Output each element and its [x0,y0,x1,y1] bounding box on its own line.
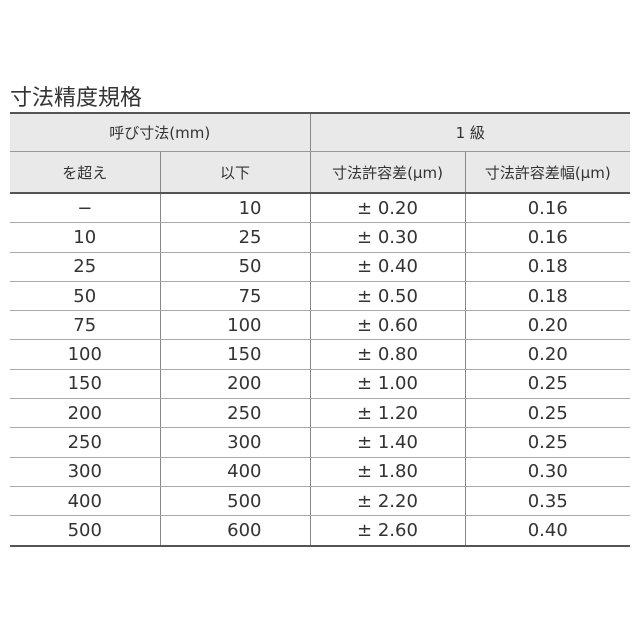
cell-upto: 300 [159,427,310,458]
cell-tolerance-width: 0.40 [464,515,630,547]
table-row: 50 75 ± 0.50 0.18 [10,281,630,312]
cell-upto: 50 [159,252,310,282]
cell-over: − [10,193,160,224]
cell-upto: 200 [159,369,310,400]
cell-tolerance: ± 2.60 [309,515,465,547]
table-row: 200 250 ± 1.20 0.25 [10,398,630,429]
cell-tolerance: ± 0.50 [309,281,465,312]
cell-tolerance-width: 0.25 [464,398,630,429]
cell-upto: 10 [159,193,310,224]
cell-tolerance: ± 2.20 [309,486,465,517]
cell-tolerance: ± 0.30 [309,222,465,253]
header-grade: 1 級 [309,112,630,152]
table-row: −10 ± 0.20 0.16 [10,193,630,224]
cell-over: 300 [10,457,160,487]
header-tolerance: 寸法許容差(μm) [309,151,465,194]
cell-tolerance-width: 0.25 [464,427,630,458]
cell-tolerance: ± 0.60 [309,310,465,341]
cell-tolerance-width: 0.18 [464,252,630,282]
cell-upto: 75 [159,281,310,312]
cell-over: 100 [10,339,160,370]
table-row: 10 25 ± 0.30 0.16 [10,222,630,253]
header-tolerance-width: 寸法許容差幅(μm) [464,151,630,194]
cell-tolerance: ± 1.20 [309,398,465,429]
table-row: 150 200 ± 1.00 0.25 [10,369,630,400]
cell-tolerance: ± 0.20 [309,193,465,224]
cell-over: 10 [10,222,160,253]
table-row: 400 500 ± 2.20 0.35 [10,486,630,517]
table-row: 100 150 ± 0.80 0.20 [10,339,630,370]
cell-tolerance: ± 0.40 [309,252,465,282]
cell-upto: 25 [159,222,310,253]
cell-over: 50 [10,281,160,312]
cell-tolerance: ± 1.00 [309,369,465,400]
cell-over: 25 [10,252,160,282]
table-row: 25 50 ± 0.40 0.18 [10,252,630,282]
cell-tolerance-width: 0.35 [464,486,630,517]
cell-over: 75 [10,310,160,341]
cell-upto: 100 [159,310,310,341]
cell-over: 150 [10,369,160,400]
cell-over: 250 [10,427,160,458]
cell-tolerance: ± 1.40 [309,427,465,458]
page-title: 寸法精度規格 [10,86,143,111]
cell-upto: 400 [159,457,310,487]
cell-tolerance-width: 0.16 [464,193,630,224]
header-nominal: 呼び寸法(mm) [10,112,310,152]
cell-tolerance-width: 0.18 [464,281,630,312]
cell-tolerance: ± 1.80 [309,457,465,487]
dimension-accuracy-table: 呼び寸法(mm) 1 級 を超え 以下 寸法許容差(μm) 寸法許容差幅(μm)… [10,112,630,547]
table-row: 500 600 ± 2.60 0.40 [10,515,630,547]
cell-tolerance-width: 0.16 [464,222,630,253]
table-row: 250 300 ± 1.40 0.25 [10,427,630,458]
cell-upto: 250 [159,398,310,429]
cell-tolerance-width: 0.25 [464,369,630,400]
cell-upto: 500 [159,486,310,517]
cell-over: 400 [10,486,160,517]
header-over: を超え [10,151,160,194]
table-row: 300 400 ± 1.80 0.30 [10,457,630,487]
cell-tolerance-width: 0.20 [464,339,630,370]
cell-over: 200 [10,398,160,429]
cell-over: 500 [10,515,160,547]
cell-tolerance-width: 0.20 [464,310,630,341]
cell-tolerance: ± 0.80 [309,339,465,370]
cell-upto: 150 [159,339,310,370]
cell-tolerance-width: 0.30 [464,457,630,487]
header-upto: 以下 [159,151,310,194]
cell-upto: 600 [159,515,310,547]
table-row: 75 100 ± 0.60 0.20 [10,310,630,341]
